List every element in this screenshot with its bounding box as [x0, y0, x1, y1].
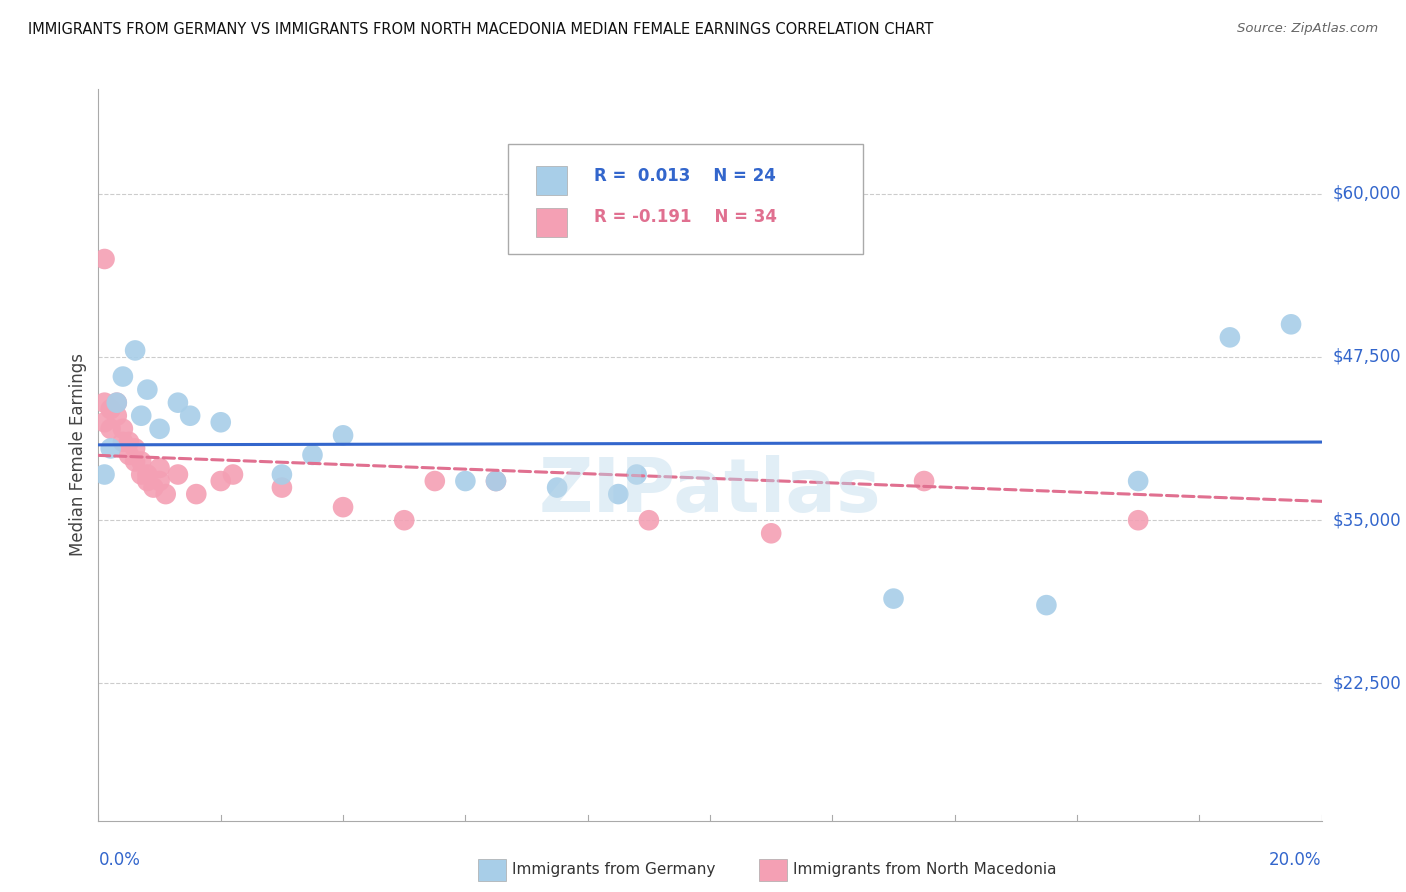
Point: [332, 428, 354, 442]
Point: [626, 467, 648, 482]
Point: [167, 467, 190, 482]
Point: [149, 422, 172, 436]
FancyBboxPatch shape: [508, 144, 863, 253]
Point: [136, 383, 159, 397]
Point: [93, 395, 115, 409]
Point: [124, 454, 146, 468]
Point: [222, 467, 245, 482]
Point: [883, 591, 905, 606]
Point: [149, 474, 172, 488]
Point: [100, 422, 122, 436]
Text: $35,000: $35,000: [1333, 511, 1402, 529]
Point: [759, 526, 782, 541]
Point: [1279, 318, 1302, 332]
Point: [93, 467, 115, 482]
Point: [129, 467, 152, 482]
FancyBboxPatch shape: [536, 166, 567, 195]
Text: $60,000: $60,000: [1333, 185, 1402, 202]
Point: [1128, 474, 1150, 488]
Point: [136, 467, 159, 482]
Text: R = -0.191    N = 34: R = -0.191 N = 34: [593, 208, 778, 227]
Point: [129, 454, 152, 468]
Text: Source: ZipAtlas.com: Source: ZipAtlas.com: [1237, 22, 1378, 36]
Point: [209, 474, 232, 488]
Point: [392, 513, 416, 527]
Point: [1128, 513, 1150, 527]
Point: [1219, 330, 1241, 344]
Point: [118, 434, 141, 449]
Text: 20.0%: 20.0%: [1270, 851, 1322, 869]
Text: IMMIGRANTS FROM GERMANY VS IMMIGRANTS FROM NORTH MACEDONIA MEDIAN FEMALE EARNING: IMMIGRANTS FROM GERMANY VS IMMIGRANTS FR…: [28, 22, 934, 37]
Point: [155, 487, 177, 501]
Point: [912, 474, 935, 488]
Point: [124, 343, 146, 358]
Point: [100, 442, 122, 456]
Point: [149, 461, 172, 475]
Y-axis label: Median Female Earnings: Median Female Earnings: [69, 353, 87, 557]
Point: [142, 481, 165, 495]
Point: [607, 487, 630, 501]
Point: [100, 402, 122, 417]
Point: [186, 487, 208, 501]
Point: [136, 474, 159, 488]
Text: R =  0.013    N = 24: R = 0.013 N = 24: [593, 167, 776, 185]
Point: [105, 395, 128, 409]
Text: 0.0%: 0.0%: [98, 851, 141, 869]
Text: $47,500: $47,500: [1333, 348, 1402, 366]
Point: [124, 442, 146, 456]
Point: [423, 474, 446, 488]
Point: [111, 422, 134, 436]
Point: [270, 467, 292, 482]
Point: [179, 409, 201, 423]
Point: [1035, 598, 1057, 612]
Text: Immigrants from North Macedonia: Immigrants from North Macedonia: [793, 863, 1056, 877]
FancyBboxPatch shape: [536, 208, 567, 237]
Text: Immigrants from Germany: Immigrants from Germany: [512, 863, 716, 877]
Point: [485, 474, 508, 488]
Point: [301, 448, 323, 462]
Point: [332, 500, 354, 515]
Point: [93, 415, 115, 429]
Point: [485, 474, 508, 488]
Point: [118, 448, 141, 462]
Point: [637, 513, 661, 527]
Point: [129, 409, 152, 423]
Text: $22,500: $22,500: [1333, 674, 1402, 692]
Point: [111, 369, 134, 384]
Point: [454, 474, 477, 488]
Point: [111, 434, 134, 449]
Text: ZIPatlas: ZIPatlas: [538, 455, 882, 528]
Point: [546, 481, 568, 495]
Point: [209, 415, 232, 429]
Point: [105, 409, 128, 423]
Point: [105, 395, 128, 409]
Point: [270, 481, 292, 495]
Point: [167, 395, 190, 409]
Point: [93, 252, 115, 266]
